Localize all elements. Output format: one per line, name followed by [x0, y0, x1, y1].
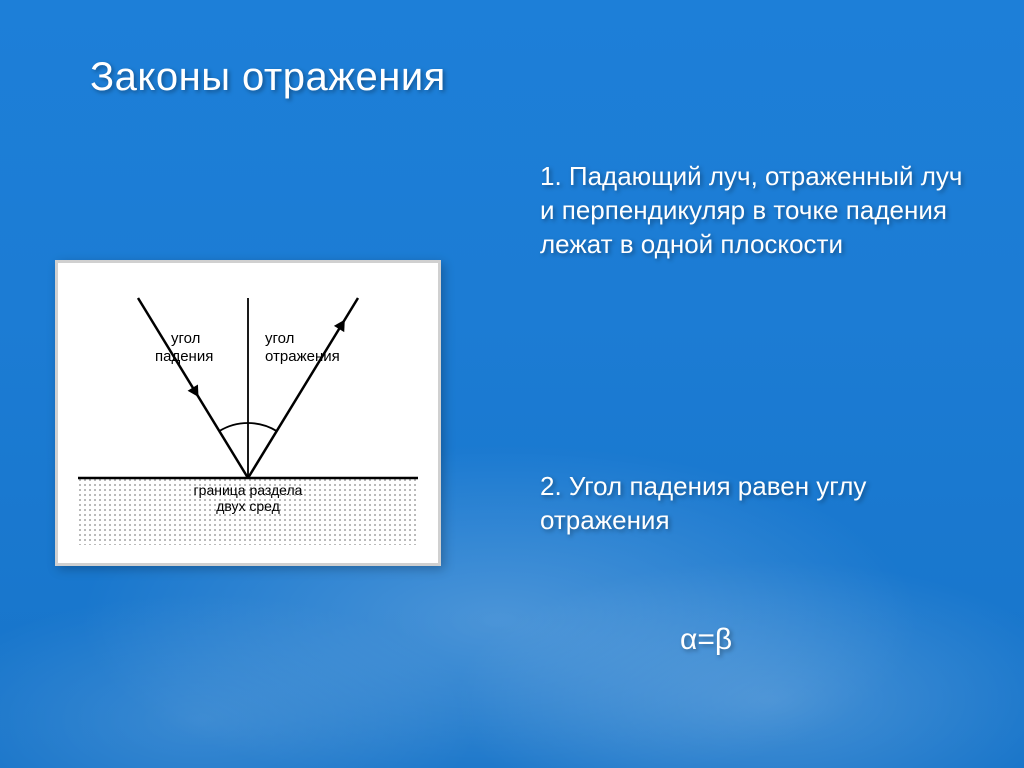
law-2-text: 2. Угол падения равен углу отражения	[540, 470, 970, 538]
law-1-text: 1. Падающий луч, отраженный луч и перпен…	[540, 160, 970, 261]
svg-text:угол: угол	[265, 330, 294, 347]
svg-text:угол: угол	[171, 330, 200, 347]
formula-text: α=β	[680, 620, 732, 659]
svg-text:отражения: отражения	[265, 348, 340, 365]
diagram-svg: уголпаденияуголотраженияграница разделад…	[58, 263, 438, 563]
svg-text:граница раздела: граница раздела	[194, 482, 303, 498]
svg-text:двух сред: двух сред	[216, 498, 280, 514]
svg-text:падения: падения	[155, 348, 213, 365]
slide: Законы отражения уголпаденияуголотражени…	[0, 0, 1024, 768]
slide-title: Законы отражения	[90, 55, 446, 100]
reflection-diagram: уголпаденияуголотраженияграница разделад…	[55, 260, 441, 566]
